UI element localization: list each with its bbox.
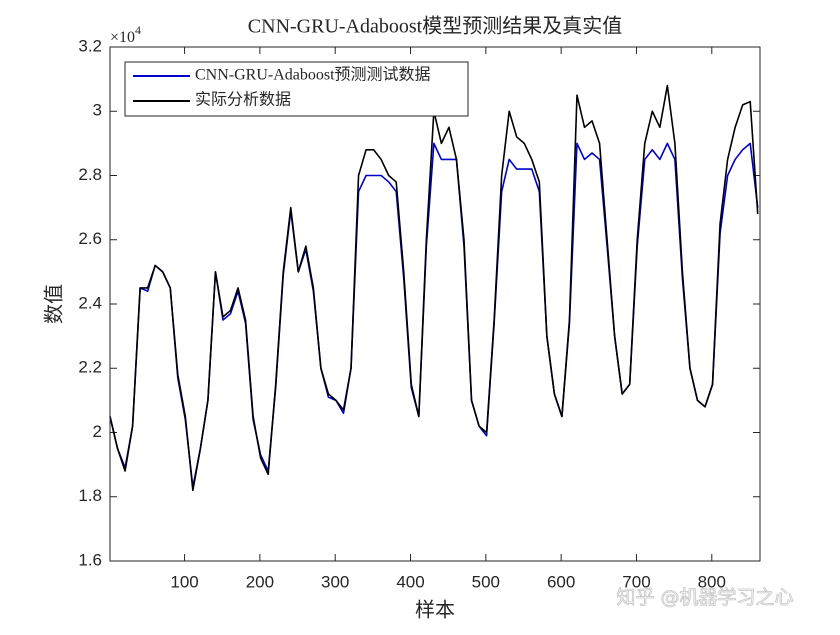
legend-label: 实际分析数据 bbox=[195, 91, 291, 109]
x-tick-label: 600 bbox=[547, 572, 575, 591]
x-tick-label: 500 bbox=[472, 572, 500, 591]
y-exponent: ×104 bbox=[110, 23, 141, 46]
y-tick-label: 3 bbox=[93, 101, 102, 120]
chart-title: CNN-GRU-Adaboost模型预测结果及真实值 bbox=[248, 15, 622, 38]
y-tick-label: 2.6 bbox=[78, 229, 102, 248]
x-axis-label: 样本 bbox=[415, 599, 455, 622]
x-tick-label: 200 bbox=[246, 572, 274, 591]
y-exponent-base: ×10 bbox=[110, 29, 135, 46]
y-tick-label: 1.8 bbox=[78, 486, 102, 505]
plot-frame bbox=[109, 46, 761, 562]
x-tick-label: 700 bbox=[622, 572, 650, 591]
x-tick-label: 100 bbox=[170, 572, 198, 591]
legend-label: CNN-GRU-Adaboost预测测试数据 bbox=[195, 66, 431, 84]
y-exponent-power: 4 bbox=[135, 23, 141, 37]
y-tick-label: 3.2 bbox=[78, 36, 102, 55]
legend-box bbox=[124, 61, 469, 117]
y-tick-label: 2.8 bbox=[78, 165, 102, 184]
watermark: 知乎 @机器学习之心 bbox=[616, 587, 793, 609]
y-tick-label: 1.6 bbox=[78, 550, 102, 569]
y-tick-label: 2.2 bbox=[78, 358, 102, 377]
y-tick-label: 2.4 bbox=[78, 293, 102, 312]
x-tick-label: 800 bbox=[698, 572, 726, 591]
x-tick-label: 300 bbox=[321, 572, 349, 591]
y-axis-label: 数值 bbox=[43, 284, 66, 324]
x-tick-label: 400 bbox=[396, 572, 424, 591]
y-tick-label: 2 bbox=[93, 422, 102, 441]
